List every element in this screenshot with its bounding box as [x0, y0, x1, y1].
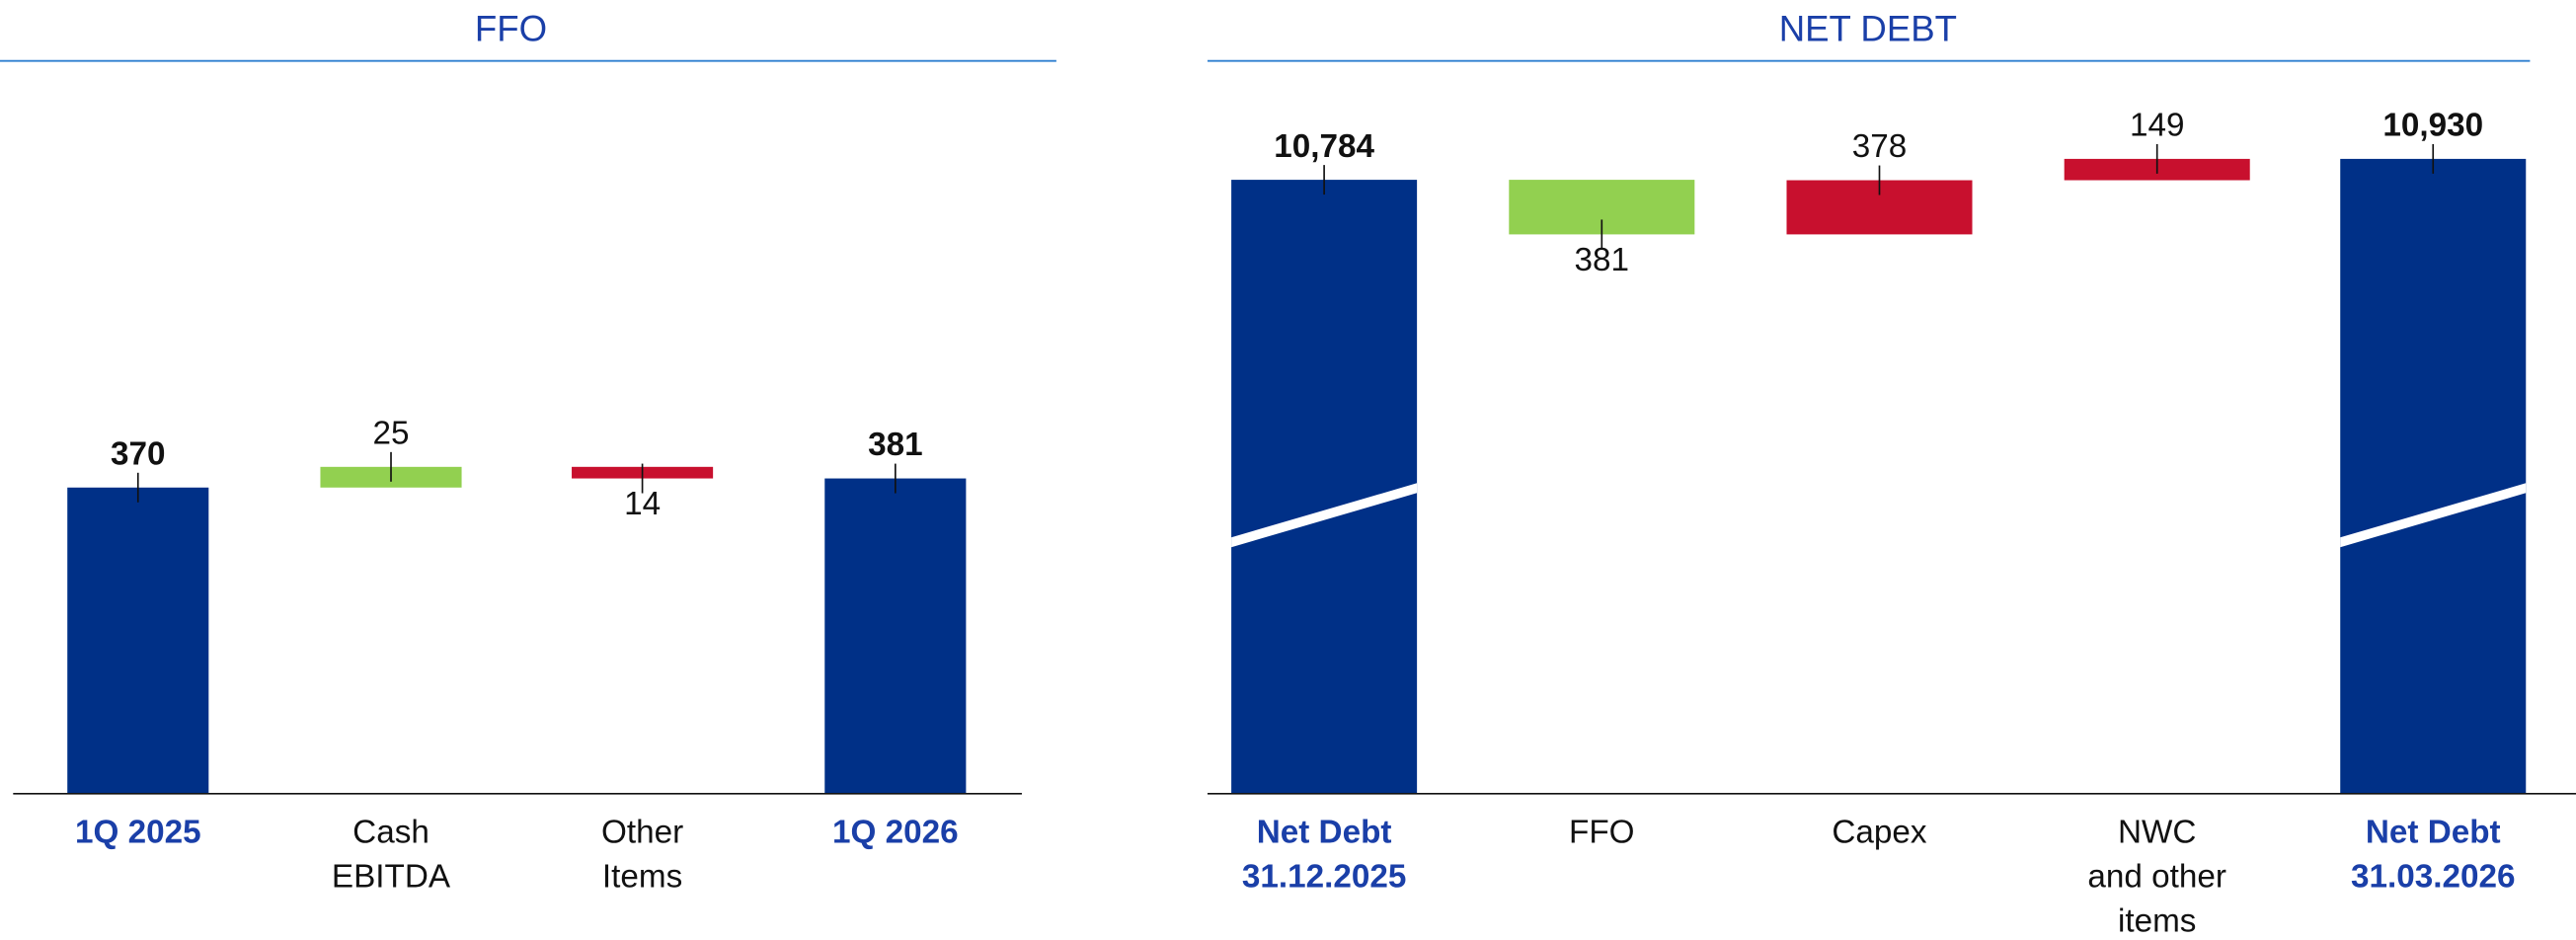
label-line: 1Q 2026 [832, 815, 959, 851]
data-label: 378 [1852, 128, 1908, 165]
label-line: 1Q 2025 [75, 815, 201, 851]
x-tick-label: Net Debt 31.12.2025 [1242, 815, 1407, 896]
label-line: and other [2087, 859, 2226, 896]
label-line: Net Debt [1257, 815, 1392, 851]
data-label: 14 [624, 486, 661, 522]
data-label: 370 [111, 435, 166, 472]
x-tick-label: Cash EBITDA [332, 815, 451, 896]
chart-title: NET DEBT [1779, 9, 1957, 49]
x-tick-label: 1Q 2025 [75, 815, 201, 851]
label-line: Net Debt [2366, 815, 2501, 851]
axis-break [2340, 483, 2527, 548]
label-line: NWC [2118, 815, 2196, 851]
x-tick-label: NWC and other items [2087, 815, 2226, 940]
data-label: 10,784 [1274, 128, 1374, 165]
chart-title: FFO [475, 9, 547, 49]
data-label: 149 [2130, 108, 2185, 144]
data-label: 10,930 [2382, 108, 2483, 144]
bar [824, 478, 967, 794]
label-line: 31.12.2025 [1242, 859, 1407, 896]
bar [1231, 180, 1418, 794]
bar [67, 487, 209, 794]
x-tick-label: FFO [1569, 815, 1635, 851]
label-line: Items [602, 859, 682, 896]
data-label: 381 [868, 427, 923, 463]
bar [2340, 158, 2527, 794]
data-label: 381 [1575, 242, 1630, 278]
label-line: Cash [352, 815, 429, 851]
label-line: items [2118, 903, 2196, 940]
x-tick-label: 1Q 2026 [832, 815, 959, 851]
x-tick-label: Net Debt 31.03.2026 [2351, 815, 2516, 896]
x-tick-label: Other Items [601, 815, 683, 896]
label-line: Capex [1832, 815, 1927, 851]
label-line: Other [601, 815, 683, 851]
label-line: EBITDA [332, 859, 451, 896]
label-line: 31.03.2026 [2351, 859, 2516, 896]
x-tick-label: Capex [1832, 815, 1927, 851]
data-label: 25 [373, 416, 410, 452]
axis-break [1231, 483, 1418, 548]
label-line: FFO [1569, 815, 1635, 851]
